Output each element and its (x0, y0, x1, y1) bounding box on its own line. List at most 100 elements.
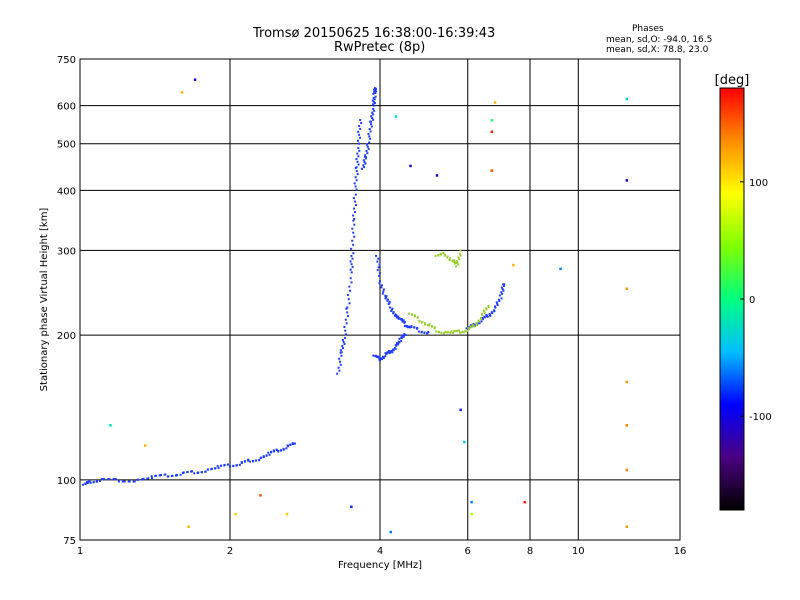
data-point-o (358, 124, 361, 127)
data-point-o (366, 152, 369, 155)
stats-heading: Phases (632, 24, 664, 34)
data-point-o (410, 325, 413, 328)
y-tick-label: 100 (57, 476, 76, 487)
data-point-o (357, 147, 360, 150)
data-point-o (128, 480, 131, 483)
data-point-o (142, 477, 145, 480)
data-point-o (501, 288, 504, 291)
data-point-o (390, 308, 393, 311)
data-point-x (453, 330, 456, 333)
data-point-o (365, 143, 368, 146)
data-point-sparse (463, 440, 466, 444)
data-point-o (362, 164, 365, 167)
x-tick-label: 10 (572, 546, 585, 557)
y-tick-label: 400 (57, 186, 76, 197)
data-point-o (370, 120, 373, 123)
data-point-o (495, 301, 498, 304)
data-point-o (375, 254, 378, 257)
x-tick-label: 8 (527, 546, 533, 557)
data-point-sparse (234, 512, 237, 516)
data-point-o (291, 442, 294, 445)
data-point-sparse (389, 530, 393, 534)
data-point-o (377, 257, 380, 260)
data-point-x (451, 260, 454, 263)
data-point-o (348, 302, 351, 305)
data-point-x (483, 311, 486, 314)
x-axis-label: Frequency [MHz] (338, 560, 422, 571)
data-point-o (341, 345, 344, 348)
data-point-x (480, 318, 483, 321)
data-point-o (289, 443, 292, 446)
data-point-o (400, 340, 403, 343)
data-point-o (394, 314, 397, 317)
data-point-o (107, 478, 110, 481)
data-point-o (378, 282, 381, 285)
data-point-o (388, 306, 391, 309)
data-point-o (353, 200, 356, 203)
x-tick-label: 1 (77, 546, 83, 557)
data-point-x (459, 331, 462, 334)
data-point-o (371, 99, 374, 102)
data-point-o (398, 337, 401, 340)
data-point-o (232, 464, 235, 467)
data-point-o (353, 235, 356, 238)
data-point-o (364, 162, 367, 165)
data-point-o (498, 294, 501, 297)
data-point-o (372, 108, 375, 111)
data-point-o (348, 285, 351, 288)
data-point-o (384, 294, 387, 297)
data-point-x (475, 323, 478, 326)
data-point-o (469, 324, 472, 327)
data-point-o (395, 316, 398, 319)
data-point-o (379, 280, 381, 283)
data-point-o (235, 464, 238, 467)
data-point-o (370, 123, 373, 126)
data-point-o (352, 197, 355, 200)
data-point-sparse (350, 505, 353, 509)
data-point-x (475, 321, 478, 324)
data-point-o (371, 103, 374, 106)
data-point-x (442, 332, 445, 335)
data-point-o (351, 227, 354, 230)
data-point-x (426, 324, 429, 327)
data-point-o (376, 260, 379, 263)
data-point-o (494, 306, 497, 309)
data-point-o (363, 160, 366, 163)
data-point-o (343, 343, 346, 346)
data-point-x (480, 313, 483, 316)
data-point-x (437, 253, 440, 256)
data-point-o (258, 458, 261, 461)
data-point-o (381, 355, 384, 358)
data-point-o (285, 447, 288, 450)
data-point-o (117, 480, 120, 483)
data-point-sparse (490, 169, 494, 172)
data-point-o (392, 311, 395, 314)
data-point-x (485, 307, 488, 310)
data-point-o (359, 119, 362, 122)
data-point-o (227, 463, 230, 466)
data-point-o (480, 320, 483, 323)
data-point-o (190, 470, 193, 473)
data-point-o (268, 453, 271, 456)
data-point-o (352, 252, 355, 255)
data-point-o (356, 152, 359, 155)
data-point-x (433, 327, 436, 330)
data-point-o (503, 283, 506, 286)
data-point-x (423, 323, 426, 326)
data-point-o (100, 478, 103, 481)
data-point-x (466, 330, 469, 333)
data-point-x (453, 262, 456, 265)
data-point-o (404, 334, 407, 337)
data-point-o (394, 347, 397, 350)
data-point-x (477, 319, 480, 322)
data-point-x (458, 258, 461, 261)
data-point-x (461, 331, 464, 334)
data-point-sparse (625, 179, 629, 182)
data-point-x (482, 309, 485, 312)
data-point-x (459, 254, 462, 257)
data-point-x (410, 313, 413, 316)
data-point-o (204, 470, 207, 473)
data-point-o (400, 336, 403, 339)
data-point-o (123, 480, 126, 483)
